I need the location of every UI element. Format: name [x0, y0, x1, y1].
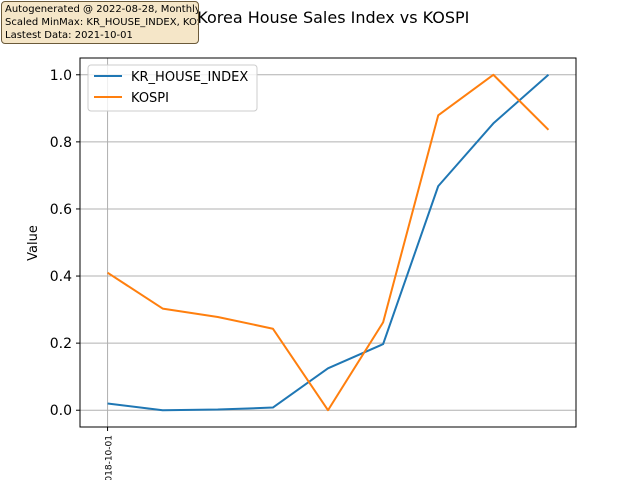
series-line-kospi	[107, 73, 550, 412]
series-lines	[107, 73, 550, 412]
y-axis-label: Value	[26, 225, 41, 261]
series-line-kr-house-index	[107, 74, 550, 412]
legend-label: KOSPI	[131, 91, 169, 106]
autogen-note: Autogenerated @ 2022-08-28, Monthly Scal…	[1, 1, 199, 44]
chart-title: KR Korea House Sales Index vs KOSPI	[171, 8, 470, 27]
x-ticks: 2018-10-01	[105, 427, 115, 480]
plot-frame	[79, 57, 577, 428]
y-ticks: 0.0 0.2 0.4 0.6 0.8 1.0	[50, 68, 80, 419]
y-tick-label: 0.6	[50, 202, 72, 218]
grid-lines	[80, 58, 576, 427]
note-line-1: Autogenerated @ 2022-08-28, Monthly	[5, 4, 199, 15]
x-tick-label: 2018-10-01	[105, 435, 115, 480]
legend: KR_HOUSE_INDEX KOSPI	[87, 64, 258, 112]
y-tick-label: 1.0	[50, 68, 72, 84]
y-tick-label: 0.2	[50, 336, 72, 352]
y-tick-label: 0.4	[50, 269, 72, 285]
note-line-3: Lastest Data: 2021-10-01	[5, 30, 133, 41]
note-line-2: Scaled MinMax: KR_HOUSE_INDEX, KOSPI	[5, 17, 199, 28]
y-tick-label: 0.0	[50, 403, 72, 419]
y-tick-label: 0.8	[50, 135, 72, 151]
legend-box	[87, 64, 258, 112]
legend-label: KR_HOUSE_INDEX	[131, 70, 248, 85]
